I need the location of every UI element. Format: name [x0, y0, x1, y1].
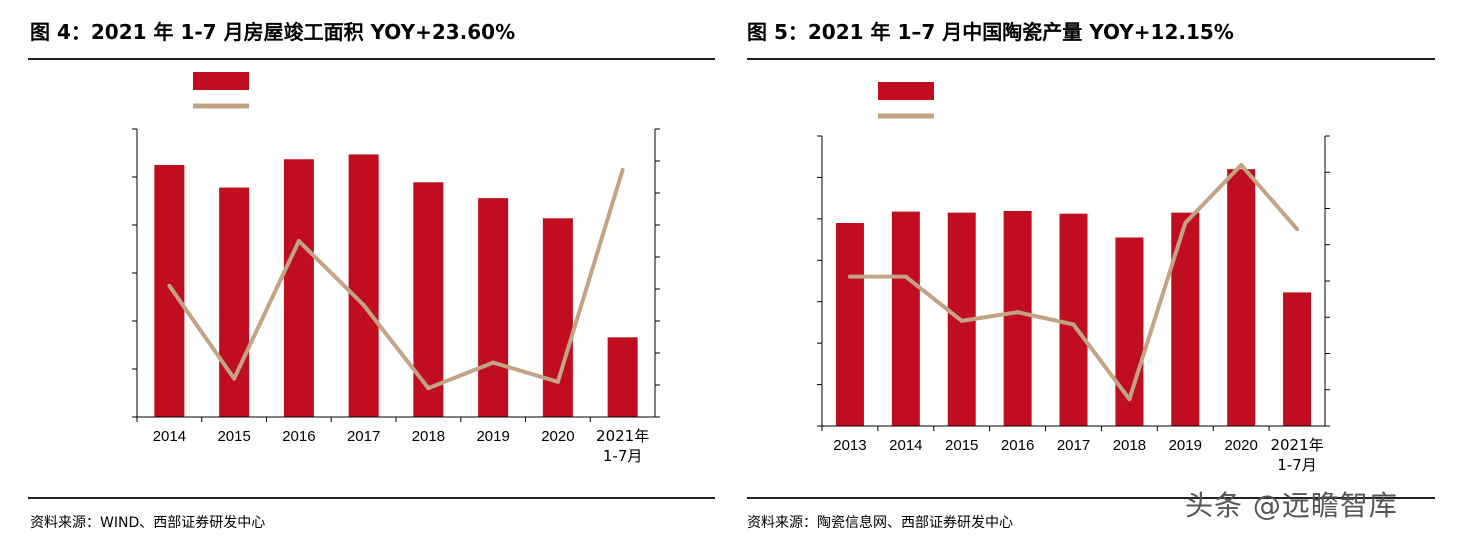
yoy-point: [296, 239, 301, 243]
yoy-point: [1295, 227, 1300, 232]
bar: [1171, 212, 1200, 426]
x-tick-label: 2015: [217, 428, 250, 445]
x-tick-label: 2016: [282, 428, 315, 445]
yoy-line: [167, 169, 625, 391]
yoy-point: [555, 379, 560, 384]
source-left: 资料来源：WIND、西部证券研发中心: [30, 515, 266, 531]
yoy-point: [1015, 310, 1020, 315]
chart-panel-left: 图 4：2021 年 1-7 月房屋竣工面积 YOY+23.60% 2014 20…: [0, 0, 730, 537]
title-rule-left: [28, 58, 715, 60]
x-tick-label: 2014: [153, 428, 186, 445]
x-tick-label: 2015: [945, 437, 978, 454]
yoy-point: [167, 283, 172, 288]
legend-swatch-bar: [878, 82, 934, 100]
x-tick-label: 2017: [1057, 437, 1090, 454]
yoy-point: [1183, 221, 1188, 225]
yoy-point: [426, 386, 431, 391]
yoy-point: [620, 167, 625, 172]
chart-right: 2013 2014 2015 2016 2017 2018 2019 2020 2021年 1-7…: [817, 82, 1330, 474]
x-tick-label: 2019: [1169, 437, 1202, 454]
yoy-point: [1239, 163, 1244, 167]
x-tick-label: 2018: [1113, 437, 1146, 454]
x-tick-label: 2020: [541, 428, 574, 445]
x-tick-label: 2018: [412, 428, 445, 445]
yoy-point: [959, 318, 964, 323]
x-tick-label: 2017: [347, 428, 380, 445]
legend-swatch-bar: [193, 72, 249, 90]
x-tick-label: 2019: [476, 428, 509, 445]
x-tick-label: 2016: [1001, 437, 1034, 454]
chart-title-left: 图 4：2021 年 1-7 月房屋竣工面积 YOY+23.60%: [30, 20, 516, 44]
x-tick-label: 2020: [1224, 437, 1257, 454]
x-tick-label: 2014: [889, 437, 922, 454]
bar: [1059, 213, 1088, 426]
bar: [1003, 210, 1032, 426]
bar: [154, 165, 185, 417]
yoy-point: [232, 376, 237, 381]
bar: [413, 182, 444, 417]
bar: [478, 198, 509, 417]
x-tick-label: 2021年 1-7月: [596, 427, 649, 465]
bar: [1283, 292, 1312, 426]
bar: [348, 154, 379, 417]
chart-left: 2014 2015 2016 2017 2018 2019 2020 2021年 1-7月: [132, 72, 660, 465]
chart-panel-right: 图 5：2021 年 1–7 月中国陶瓷产量 YOY+12.15% 2013 20…: [735, 0, 1475, 537]
bar: [283, 159, 314, 417]
source-rule-right: [747, 497, 1435, 499]
source-right: 资料来源：陶瓷信息网、西部证券研发中心: [747, 515, 1013, 531]
x-tick-label: 2013: [833, 437, 866, 454]
yoy-point: [491, 360, 496, 365]
bar: [607, 337, 638, 417]
bar: [219, 187, 250, 417]
title-rule-right: [747, 58, 1435, 60]
yoy-point: [1071, 322, 1076, 327]
watermark: 头条 @远瞻智库: [1185, 489, 1398, 522]
bar: [835, 223, 864, 426]
yoy-point: [847, 274, 852, 279]
yoy-point: [361, 303, 366, 307]
yoy-point: [903, 274, 908, 279]
x-tick-label: 2021年 1-7月: [1270, 436, 1323, 474]
bar: [891, 211, 920, 426]
source-rule-left: [28, 497, 715, 499]
chart-title-right: 图 5：2021 年 1–7 月中国陶瓷产量 YOY+12.15%: [747, 20, 1234, 44]
bar: [542, 218, 573, 417]
yoy-point: [1127, 397, 1132, 402]
bar: [1227, 169, 1256, 426]
